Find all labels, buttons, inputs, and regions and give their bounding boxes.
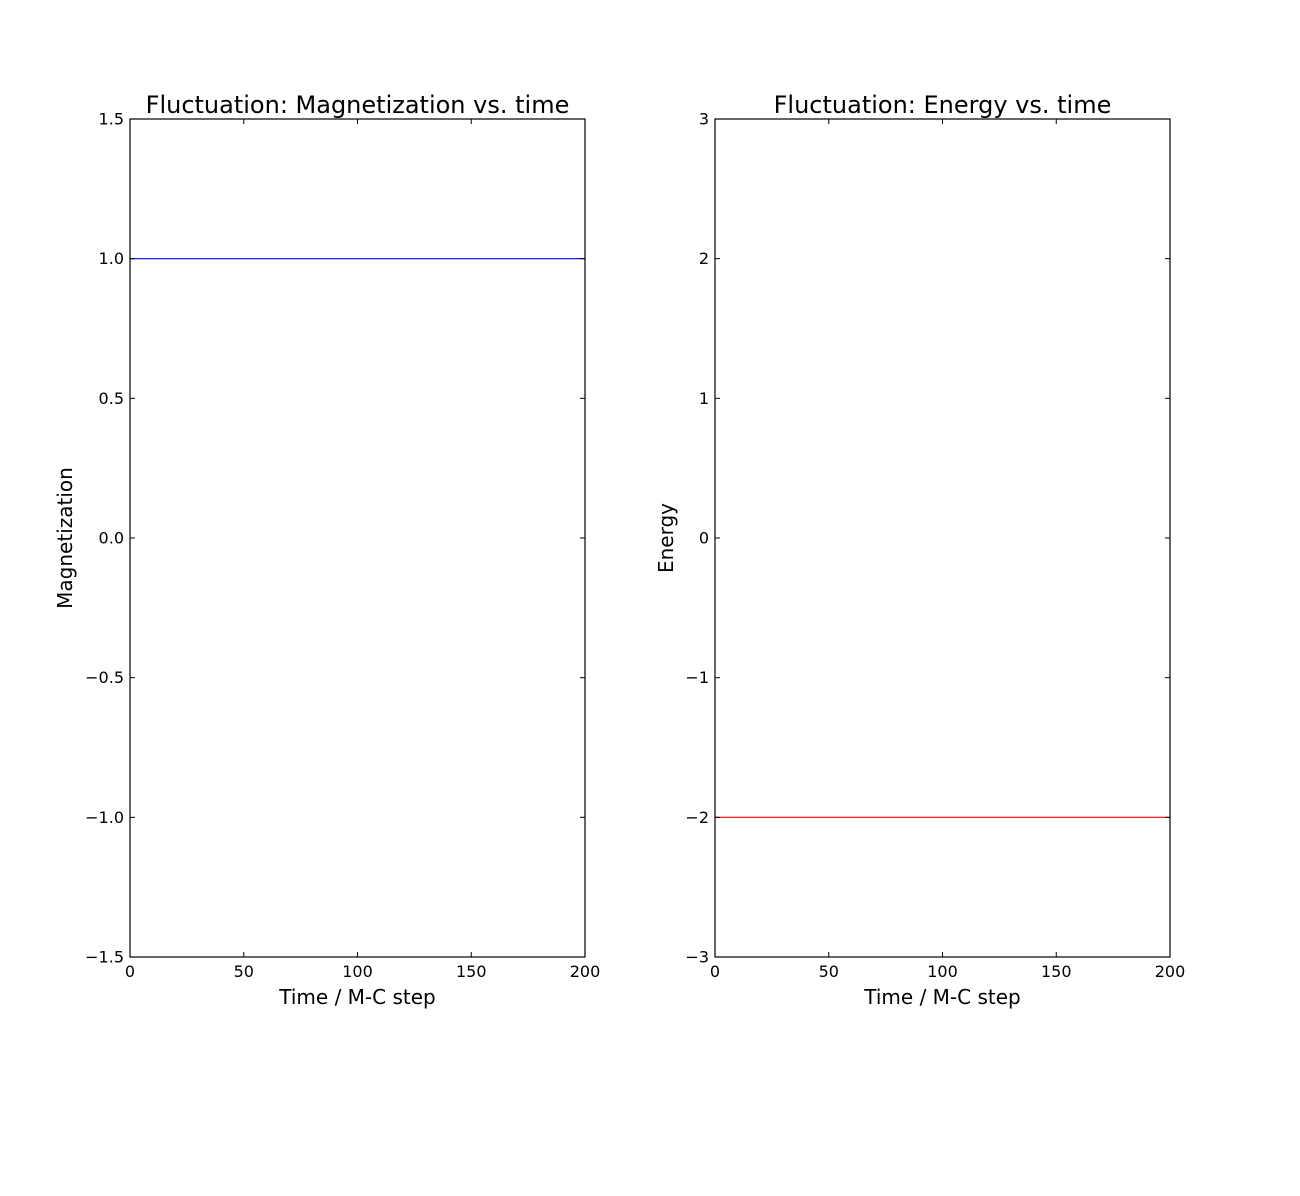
y-tick-label: −1	[685, 668, 709, 687]
x-tick-label: 50	[234, 962, 254, 981]
x-axis-label: Time / M-C step	[278, 985, 435, 1009]
x-tick-label: 150	[456, 962, 487, 981]
y-tick-label: −2	[685, 808, 709, 827]
plot-frame	[129, 118, 586, 958]
y-tick-label: 0.5	[99, 389, 124, 408]
y-tick-label: 2	[699, 249, 709, 268]
y-tick-label: 1.5	[99, 110, 124, 129]
x-tick-label: 100	[342, 962, 373, 981]
y-axis-label: Energy	[654, 503, 678, 573]
y-tick-label: −0.5	[85, 668, 124, 687]
y-tick-label: 3	[699, 110, 709, 129]
plot-frame	[714, 118, 1171, 958]
y-tick-label: 1	[699, 389, 709, 408]
energy-plot: 0 50 100 150 200 −3 −2 −1 0 1 2 3 Fluctuation: Energ…	[654, 91, 1185, 1009]
chart-title: Fluctuation: Energy vs. time	[774, 91, 1112, 119]
magnetization-plot: 0 50 100 150 200 −1.5 −1.0 −0.5 0.0 0.5 1.0 1.5 Fluc…	[53, 91, 600, 1009]
y-tick-label: −1.5	[85, 948, 124, 967]
x-tick-label: 50	[819, 962, 839, 981]
y-tick-label: −1.0	[85, 808, 124, 827]
y-tick-label: 0.0	[99, 529, 124, 548]
x-tick-label: 100	[927, 962, 958, 981]
x-tick-label: 0	[125, 962, 135, 981]
x-tick-label: 200	[570, 962, 601, 981]
x-tick-label: 0	[710, 962, 720, 981]
chart-title: Fluctuation: Magnetization vs. time	[146, 91, 570, 119]
y-tick-label: 0	[699, 529, 709, 548]
x-tick-label: 200	[1155, 962, 1186, 981]
x-tick-label: 150	[1041, 962, 1072, 981]
y-tick-label: 1.0	[99, 249, 124, 268]
y-axis-label: Magnetization	[53, 467, 77, 609]
y-tick-label: −3	[685, 948, 709, 967]
x-axis-label: Time / M-C step	[863, 985, 1020, 1009]
